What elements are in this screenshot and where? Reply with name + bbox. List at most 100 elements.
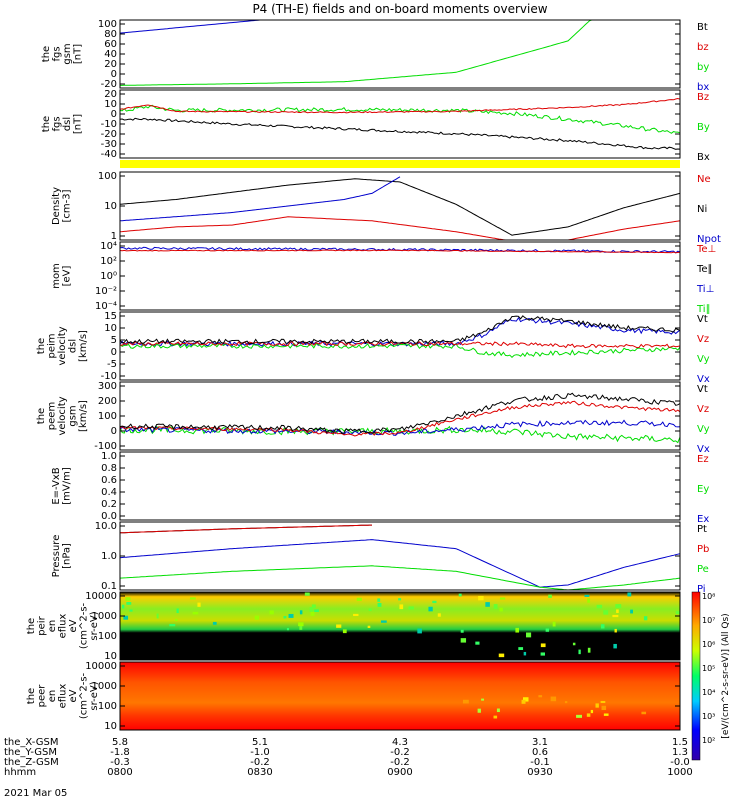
ytick-label: 10⁻⁴ [95, 301, 117, 312]
date-label: 2021 Mar 05 [4, 788, 67, 799]
peir-speckle [587, 647, 591, 653]
ylabel-line: the [36, 338, 47, 354]
ylabel-line: gsm [62, 43, 73, 64]
ytick-label: 10⁻² [95, 286, 117, 297]
ytick-label: -30 [101, 139, 117, 150]
peir-speckle [175, 618, 178, 621]
peir-speckle [377, 602, 382, 607]
xaxis-value: 1.5 [672, 737, 688, 748]
peir-speckle [478, 596, 484, 601]
xaxis-value: -0.3 [110, 757, 130, 768]
ylabel-line: (cm^2-s- [79, 672, 90, 719]
ytick-label: 10000 [85, 661, 117, 672]
xaxis-value: 5.1 [252, 737, 268, 748]
ylabel-line: fgs [52, 116, 63, 131]
xaxis-value: -0.1 [530, 757, 550, 768]
ylabel-line: the [41, 46, 52, 62]
ytick-label: 10² [100, 256, 117, 267]
x-axis-annotations: the_X-GSM 5.8 5.1 4.3 3.1 1.5 the_Y-GSM -1.8 -1.… [4, 737, 693, 778]
ytick-label: 1 [111, 231, 117, 242]
xaxis-value: -1.8 [110, 747, 130, 758]
peem-frame [119, 381, 681, 451]
mom-ylabel: mom[eV] [51, 263, 73, 289]
legend-efield-Ex: Ex [697, 514, 709, 525]
peer-speckle [601, 705, 607, 710]
peir-speckle [600, 624, 605, 629]
panel-efield: 1.00.80.60.40.20.0 E=-VxB[mV/m] Ez Ey Ex [51, 451, 709, 525]
xaxis-row-label: the_Y-GSM [4, 747, 57, 758]
ytick-label: 15 [104, 311, 117, 322]
peir-speckle [380, 620, 387, 623]
peer-frame [119, 661, 681, 731]
ylabel-line: eV [68, 619, 79, 632]
peer-speckle [522, 697, 529, 702]
ylabel-line: Pressure [51, 535, 62, 578]
ylabel-line: peir [37, 615, 48, 635]
ylabel-line: the [26, 688, 37, 704]
peir-speckle [336, 624, 342, 628]
peer-speckle [477, 708, 481, 713]
peer-speckle [564, 701, 568, 704]
peir-speckle [192, 611, 199, 615]
legend-fgs-gsm-bz: bz [697, 42, 709, 53]
peir-speckle [125, 597, 131, 601]
series-pressure-Pb [119, 524, 372, 534]
xaxis-value: -0.2 [390, 757, 410, 768]
xaxis-value: 1000 [667, 767, 692, 778]
ytick-label: 1.0 [101, 551, 117, 562]
peir-speckle [269, 610, 274, 615]
ytick-label: 80 [104, 29, 117, 40]
ylabel-line: [cm-3] [62, 189, 73, 222]
peir-speckle [304, 592, 310, 596]
series-fgs-dsl-Bz [119, 97, 681, 114]
legend-density-Ne: Ne [697, 174, 711, 185]
peir-speckle [499, 607, 503, 612]
legend-fgs-dsl-By: By [697, 122, 710, 133]
ylabel-line: dsl [62, 117, 73, 131]
fgs-dsl-ylabel: thefgsdsl[nT] [41, 114, 84, 134]
legend-peim-Vt: Vt [697, 314, 708, 325]
peer-speckle [462, 699, 469, 704]
peer-speckle [496, 708, 500, 713]
ytick-label: 10⁰ [100, 271, 117, 282]
panel-mom: 10⁴ 10² 10⁰ 10⁻² 10⁻⁴ mom[eV] Te⊥ Te∥ Ti⊥ Ti∥ [51, 241, 716, 315]
peir-speckle [578, 649, 581, 655]
ytick-label: 100 [98, 631, 117, 642]
peir-speckle [121, 604, 125, 609]
peir-speckle [283, 615, 287, 619]
peir-speckle [612, 614, 619, 618]
xaxis-value: -0.2 [250, 757, 270, 768]
peir-speckle [353, 613, 359, 617]
peir-speckle [126, 602, 132, 605]
legend-peem-Vt: Vt [697, 384, 708, 395]
colorbar-label: [eV/(cm^2-s-sr-eV)] (All Qs) [721, 613, 731, 738]
peir-speckle [498, 653, 505, 658]
legend-peem-Vz: Vz [697, 404, 709, 415]
series-density-Npot [119, 176, 401, 222]
ylabel-line: peer [37, 684, 48, 708]
ylabel-line: eV [68, 689, 79, 702]
xaxis-value: 1.3 [672, 747, 688, 758]
legend-pressure-Pb: Pb [697, 544, 709, 555]
legend-efield-Ey: Ey [697, 484, 709, 495]
ytick-label: 60 [104, 39, 117, 50]
xaxis-value: 0900 [387, 767, 412, 778]
peer-speckle [481, 698, 485, 701]
ytick-label: 40 [104, 49, 117, 60]
panel-peem: 300 200 100 0 -100 thepeemvelocitygsm[km/s] Vt… [36, 381, 710, 455]
ytick-label: 0.0 [101, 511, 117, 522]
efield-ylabel: E=-VxB[mV/m] [51, 467, 73, 505]
ytick-label: 100 [98, 701, 117, 712]
ytick-label: 100 [98, 411, 117, 422]
legend-pressure-Pt: Pt [697, 524, 707, 535]
peim-ylabel: thepeimvelocitydsl[km/s] [36, 326, 89, 365]
legend-peim-Vy: Vy [697, 354, 710, 365]
panel-density: 100 10 1 Density[cm-3] Ne Ni Npot [51, 171, 721, 245]
peir-speckle [615, 604, 622, 608]
peir-speckle [399, 604, 404, 610]
density-ylabel: Density[cm-3] [51, 187, 73, 225]
ylabel-line: velocity [57, 396, 68, 435]
xaxis-value: 0830 [247, 767, 272, 778]
legend-density-Ni: Ni [697, 204, 707, 215]
